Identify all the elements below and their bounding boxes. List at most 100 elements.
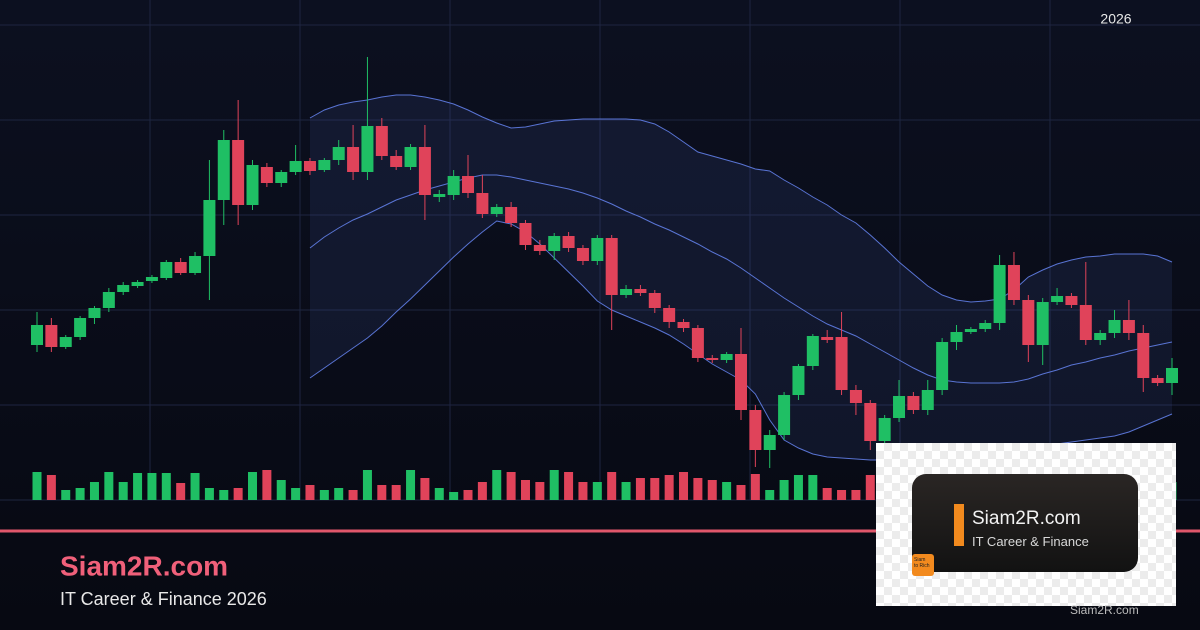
- icon-text: to Rich: [914, 563, 930, 569]
- volume-bar: [592, 482, 602, 500]
- volume-bar: [89, 482, 99, 500]
- candle-body: [1137, 333, 1150, 378]
- volume-bar: [61, 490, 71, 500]
- volume-bar: [262, 470, 272, 500]
- volume-bar: [176, 483, 186, 500]
- candle-body: [160, 262, 173, 278]
- candle-body: [476, 193, 489, 214]
- volume-bar: [492, 470, 502, 500]
- candle-body: [332, 147, 345, 160]
- volume-bar: [578, 482, 588, 500]
- volume-bar: [779, 480, 789, 500]
- volume-bar: [837, 490, 847, 500]
- candle-body: [562, 236, 575, 248]
- candle-body: [921, 390, 934, 410]
- candle-body: [950, 332, 963, 342]
- volume-bar: [679, 472, 689, 500]
- volume-bar: [635, 478, 645, 500]
- volume-bar: [420, 478, 430, 500]
- candle-body: [548, 236, 561, 251]
- volume-bar: [506, 472, 516, 500]
- candle-body: [691, 328, 704, 358]
- volume-bar: [118, 482, 128, 500]
- volume-bar: [75, 488, 85, 500]
- candle-body: [706, 358, 719, 360]
- candle-body: [749, 410, 762, 450]
- candle-body: [174, 262, 187, 273]
- volume-bar: [851, 490, 861, 500]
- candle-body: [576, 248, 589, 261]
- accent-bar: [954, 504, 964, 546]
- volume-bar: [406, 470, 416, 500]
- candle-body: [1051, 296, 1064, 302]
- volume-bar: [736, 485, 746, 500]
- volume-bar: [607, 472, 617, 500]
- volume-bar: [190, 473, 200, 500]
- volume-bar: [204, 488, 214, 500]
- volume-bar: [664, 475, 674, 500]
- candle-body: [59, 337, 72, 347]
- candle-body: [289, 161, 302, 172]
- candle-body: [620, 289, 633, 295]
- candle-body: [1036, 302, 1049, 345]
- candle-body: [189, 256, 202, 273]
- candle-body: [1079, 305, 1092, 340]
- candle-body: [117, 285, 130, 292]
- volume-bar: [765, 490, 775, 500]
- candle-body: [979, 323, 992, 329]
- volume-bar: [377, 485, 387, 500]
- candle-body: [806, 336, 819, 366]
- volume-bar: [477, 482, 487, 500]
- candle-body: [792, 366, 805, 395]
- watermark-title: Siam2R.com: [972, 508, 1081, 529]
- candle-body: [1022, 300, 1035, 345]
- candle-body: [490, 207, 503, 214]
- volume-bar: [808, 475, 818, 500]
- candle-body: [505, 207, 518, 223]
- year-label: 2026: [1100, 11, 1131, 27]
- volume-bar: [650, 478, 660, 500]
- watermark: Siam2R.com IT Career & Finance Siam to Ri…: [876, 443, 1176, 606]
- candle-body: [275, 172, 288, 183]
- candle-body: [821, 337, 834, 340]
- volume-bar: [865, 475, 875, 500]
- brand-subtitle: IT Career & Finance 2026: [60, 589, 267, 609]
- candle-body: [1065, 296, 1078, 305]
- candle-body: [45, 325, 58, 347]
- watermark-icon: Siam to Rich: [912, 554, 934, 576]
- candle-body: [634, 289, 647, 293]
- volume-bar: [305, 485, 315, 500]
- volume-bar: [793, 475, 803, 500]
- volume-bar: [133, 473, 143, 500]
- candle-body: [404, 147, 417, 167]
- volume-bar: [707, 480, 717, 500]
- candle-body: [864, 403, 877, 441]
- candle-body: [232, 140, 245, 205]
- volume-bar: [319, 490, 329, 500]
- candle-body: [893, 396, 906, 418]
- volume-bar: [219, 490, 229, 500]
- candle-body: [1122, 320, 1135, 333]
- candle-body: [1094, 333, 1107, 340]
- candle-body: [720, 354, 733, 360]
- volume-bar: [520, 480, 530, 500]
- candle-body: [318, 160, 331, 170]
- candle-body: [74, 318, 87, 337]
- volume-bar: [391, 485, 401, 500]
- volume-bar: [535, 482, 545, 500]
- volume-bar: [32, 472, 42, 500]
- candle-body: [433, 194, 446, 197]
- candle-body: [907, 396, 920, 410]
- band-line: [309, 94, 1173, 303]
- candle-body: [1108, 320, 1121, 333]
- candle-body: [217, 140, 230, 200]
- volume-bar: [334, 488, 344, 500]
- candle-body: [390, 156, 403, 167]
- candle-body: [648, 293, 661, 308]
- candle-body: [375, 126, 388, 156]
- candle-body: [734, 354, 747, 410]
- candle-body: [462, 176, 475, 193]
- candle-body: [447, 176, 460, 195]
